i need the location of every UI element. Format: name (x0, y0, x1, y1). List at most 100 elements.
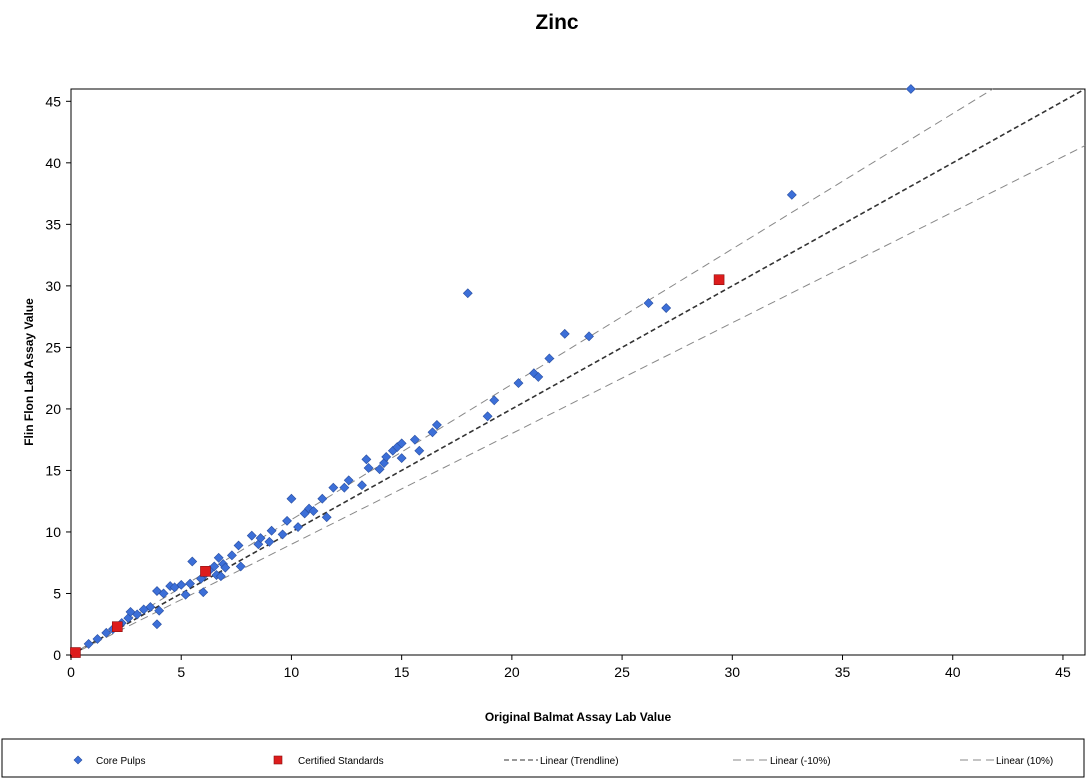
core-pulp-point (246, 530, 257, 541)
core-pulp-point (277, 529, 288, 540)
core-pulp-point (584, 331, 594, 342)
core-pulp-point (152, 586, 162, 596)
legend-minus10-label: Linear (-10%) (770, 756, 831, 767)
x-tick-label: 5 (177, 664, 185, 680)
core-pulp-point (253, 539, 264, 550)
core-pulp-point (198, 587, 209, 598)
core-pulp-point (396, 438, 407, 449)
legend-certified-standards-label: Certified Standards (298, 756, 384, 767)
core-pulp-point (154, 605, 165, 616)
core-pulp-point (381, 451, 392, 462)
core-pulp-point (213, 552, 224, 563)
core-pulp-point (363, 463, 374, 473)
core-pulp-point (293, 522, 303, 532)
core-pulp-point (158, 588, 169, 599)
fit-line-trendline (70, 88, 1086, 656)
core-pulp-point (489, 395, 500, 406)
core-pulp-point (286, 493, 297, 504)
core-pulp-point (361, 454, 372, 465)
y-tick-label: 35 (45, 216, 61, 232)
core-pulp-point (409, 434, 420, 445)
core-pulp-point (266, 525, 277, 536)
x-tick-label: 20 (504, 664, 520, 680)
core-pulp-point (209, 561, 220, 572)
x-tick-label: 15 (394, 664, 410, 680)
core-pulp-point (544, 353, 555, 364)
legend-certified-standards-marker (273, 755, 283, 765)
core-pulp-point (152, 619, 162, 630)
core-pulp-point (282, 515, 292, 526)
core-pulp-point (176, 579, 187, 590)
core-pulp-point (187, 556, 198, 567)
core-pulp-point (513, 378, 524, 388)
x-axis-ticks: 0 5 10 15 20 25 30 35 40 45 (67, 655, 1071, 680)
core-pulp-point (83, 639, 94, 649)
core-pulp-point (220, 562, 231, 573)
y-tick-label: 45 (45, 93, 61, 109)
core-pulp-point (533, 371, 544, 382)
legend-core-pulps-marker (73, 755, 83, 765)
core-pulp-point (357, 480, 367, 491)
legend-core-pulps-label: Core Pulps (96, 756, 145, 767)
core-pulp-point (343, 475, 354, 486)
core-pulp-point (374, 464, 385, 475)
legend: Core Pulps Certified Standards Linear (T… (1, 738, 1085, 778)
legend-box (1, 738, 1085, 778)
chart-title: Zinc (535, 11, 578, 34)
y-tick-label: 40 (45, 155, 61, 171)
y-tick-label: 10 (45, 524, 61, 540)
core-pulp-point (661, 303, 672, 313)
x-axis-label: Original Balmat Assay Lab Value (485, 710, 672, 724)
core-pulp-point (462, 288, 473, 299)
core-pulp-point (559, 328, 570, 339)
data-markers (70, 84, 916, 658)
core-pulp-point (308, 506, 319, 516)
core-pulp-point (101, 627, 112, 638)
x-tick-label: 45 (1055, 664, 1071, 680)
core-pulp-point (180, 589, 191, 600)
plot-area (70, 84, 1086, 658)
legend-trendline-label: Linear (Trendline) (540, 756, 619, 767)
core-pulp-point (643, 298, 654, 309)
y-axis-ticks: 0 5 10 15 20 25 30 35 40 45 (45, 93, 71, 663)
core-pulp-point (482, 411, 493, 422)
y-tick-label: 30 (45, 278, 61, 294)
y-tick-label: 25 (45, 339, 61, 355)
core-pulp-point (396, 453, 407, 464)
x-tick-label: 0 (67, 664, 75, 680)
core-pulp-point (185, 578, 195, 589)
core-pulp-point (255, 533, 266, 544)
x-tick-label: 35 (835, 664, 851, 680)
certified-standard-point (111, 621, 123, 633)
core-pulp-point (145, 602, 156, 612)
core-pulp-point (414, 445, 425, 456)
core-pulp-point (905, 84, 916, 94)
core-pulp-point (264, 536, 275, 547)
core-pulp-point (321, 512, 332, 523)
core-pulp-point (339, 482, 350, 493)
y-tick-label: 15 (45, 462, 61, 478)
legend-plus10-label: Linear (10%) (996, 756, 1053, 767)
core-pulp-point (431, 419, 442, 430)
core-pulp-point (226, 550, 237, 561)
x-tick-label: 30 (725, 664, 741, 680)
core-pulp-point (304, 503, 314, 514)
x-tick-label: 10 (284, 664, 300, 680)
y-tick-label: 20 (45, 401, 61, 417)
y-tick-label: 5 (53, 585, 61, 601)
core-pulp-point (92, 634, 103, 644)
core-pulp-point (132, 609, 143, 620)
certified-standard-point (713, 274, 725, 286)
y-axis-label: Flin Flon Lab Assay Value (22, 298, 36, 446)
core-pulp-point (233, 540, 244, 551)
x-tick-label: 25 (614, 664, 630, 680)
core-pulp-point (786, 189, 797, 200)
y-tick-label: 0 (53, 647, 61, 663)
core-pulp-point (235, 561, 246, 572)
core-pulp-point (328, 482, 339, 493)
core-pulp-point (215, 571, 226, 582)
x-tick-label: 40 (945, 664, 961, 680)
core-pulp-point (317, 493, 328, 504)
certified-standard-point (70, 647, 81, 658)
